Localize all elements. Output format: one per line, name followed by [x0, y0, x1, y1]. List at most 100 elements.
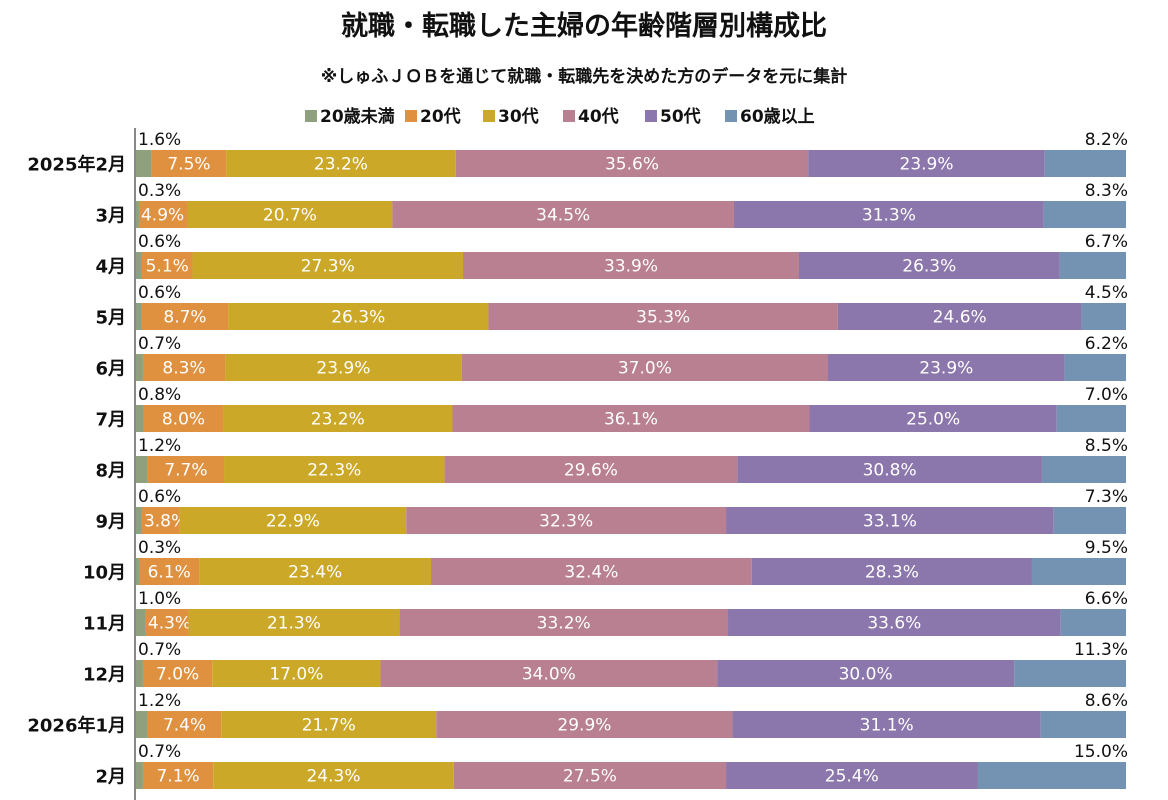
data-label: 25.4%: [825, 767, 879, 787]
bar-segment: [199, 558, 432, 585]
bar-segment: [828, 354, 1065, 381]
data-label: 29.6%: [564, 461, 618, 481]
bar-segment: [212, 660, 381, 687]
bar-segment: [179, 507, 407, 534]
bar-segment: [136, 252, 142, 279]
bar-segment: [1014, 660, 1126, 687]
bar-segment: [225, 354, 462, 381]
bar-segment: [453, 762, 727, 789]
data-label: 6.1%: [148, 563, 191, 583]
data-label: 27.5%: [563, 767, 617, 787]
bar-segment: [136, 405, 144, 432]
data-label: 25.0%: [906, 410, 960, 430]
category-label: 5月: [95, 308, 126, 329]
data-label: 7.1%: [156, 767, 199, 787]
bar-segment: [226, 150, 456, 177]
data-label: 1.6%: [138, 130, 181, 150]
bar-segment: [213, 762, 454, 789]
bar-segment: [809, 405, 1057, 432]
bar-segment: [431, 558, 752, 585]
data-label: 34.0%: [522, 665, 576, 685]
data-label: 0.7%: [138, 640, 181, 660]
bar-segment: [455, 150, 809, 177]
category-label: 2026年1月: [27, 715, 126, 737]
bar-segment: [808, 150, 1045, 177]
data-label: 8.6%: [1085, 691, 1128, 711]
bar-segment: [147, 456, 225, 483]
data-label: 33.2%: [537, 614, 591, 634]
data-label: 7.0%: [156, 665, 199, 685]
data-label: 17.0%: [269, 665, 323, 685]
legend-swatch: [305, 110, 317, 122]
bar-segment: [136, 201, 139, 228]
category-label: 7月: [95, 410, 126, 431]
bar-segment: [717, 660, 1015, 687]
data-label: 0.6%: [138, 232, 181, 252]
data-label: 32.3%: [539, 512, 593, 532]
data-label: 30.8%: [863, 461, 917, 481]
data-label: 35.6%: [605, 155, 659, 175]
data-label: 22.9%: [266, 512, 320, 532]
bar-segment: [136, 609, 146, 636]
data-label: 8.0%: [162, 410, 205, 430]
bar-segment: [136, 660, 143, 687]
bar-segment: [141, 507, 180, 534]
data-label: 0.6%: [138, 283, 181, 303]
bar-segment: [187, 201, 393, 228]
data-label: 1.0%: [138, 589, 181, 609]
bar-segment: [977, 762, 1126, 789]
bar-segment: [188, 609, 400, 636]
data-label: 9.5%: [1085, 538, 1128, 558]
legend-swatch: [725, 110, 737, 122]
bar-segment: [1059, 252, 1126, 279]
legend-label: 30代: [498, 106, 539, 127]
category-label: 3月: [95, 206, 126, 227]
data-label: 24.3%: [306, 767, 360, 787]
category-label: 2025年2月: [27, 154, 126, 176]
data-label: 34.5%: [536, 206, 590, 226]
data-label: 36.1%: [604, 410, 658, 430]
data-label: 8.3%: [162, 359, 205, 379]
legend-swatch: [645, 110, 657, 122]
data-label: 31.1%: [860, 716, 914, 736]
category-label: 4月: [95, 257, 126, 278]
data-label: 5.1%: [146, 257, 189, 277]
data-label: 8.3%: [1085, 181, 1128, 201]
legend-swatch: [405, 110, 417, 122]
data-label: 28.3%: [865, 563, 919, 583]
data-label: 6.7%: [1085, 232, 1128, 252]
data-label: 22.3%: [307, 461, 361, 481]
bar-segment: [141, 303, 229, 330]
bar-segment: [1040, 711, 1126, 738]
data-label: 7.0%: [1085, 385, 1128, 405]
bar-segment: [221, 711, 437, 738]
data-label: 23.2%: [311, 410, 365, 430]
data-label: 8.2%: [1085, 130, 1128, 150]
bar-segment: [145, 609, 189, 636]
bar-segment: [136, 558, 139, 585]
bar-segment: [488, 303, 838, 330]
bar-segment: [837, 303, 1082, 330]
bar-segment: [461, 354, 829, 381]
data-label: 7.3%: [1085, 487, 1128, 507]
bar-segment: [1060, 609, 1126, 636]
data-label: 33.9%: [604, 257, 658, 277]
data-label: 1.2%: [138, 436, 181, 456]
data-label: 0.7%: [138, 334, 181, 354]
bar-segment: [444, 456, 738, 483]
data-label: 3.8%: [144, 512, 187, 532]
bar-segment: [224, 456, 445, 483]
bar-segment: [1081, 303, 1126, 330]
legend-label: 20代: [420, 106, 461, 127]
bar-segment: [142, 354, 226, 381]
bar-segment: [751, 558, 1032, 585]
bar-segment: [147, 711, 222, 738]
data-label: 0.8%: [138, 385, 181, 405]
data-label: 32.4%: [564, 563, 618, 583]
bar-segment: [143, 405, 224, 432]
bar-segment: [733, 201, 1044, 228]
data-label: 23.9%: [900, 155, 954, 175]
bar-segment: [406, 507, 727, 534]
data-label: 33.6%: [867, 614, 921, 634]
